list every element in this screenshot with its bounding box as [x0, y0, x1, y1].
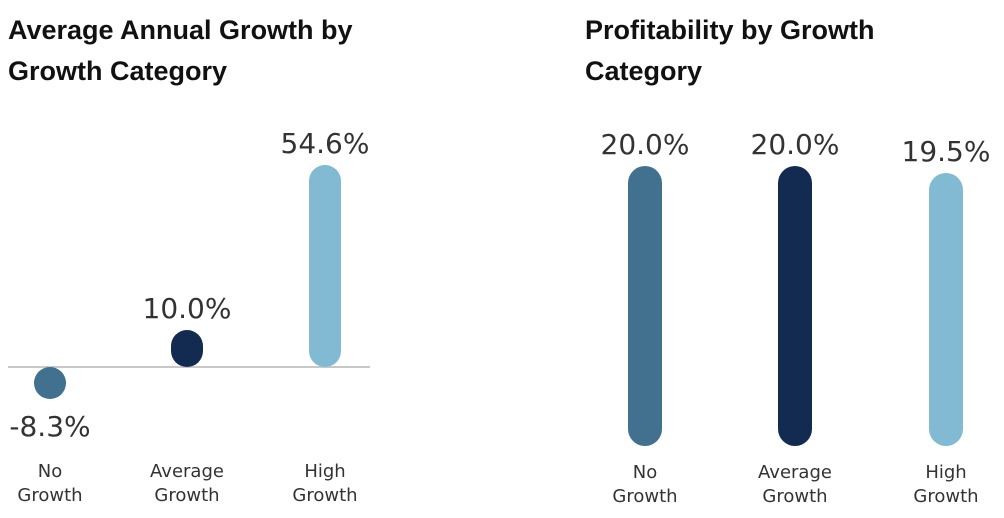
profit-value-label-high-growth: 19.5%	[902, 135, 991, 168]
growth-value-label-average-growth: 10.0%	[143, 292, 232, 325]
profit-category-label-high-growth: High	[925, 462, 966, 483]
profit-category-label-high-growth: Growth	[913, 486, 978, 507]
growth-category-label-no-growth: Growth	[17, 485, 82, 506]
chart-title-average-annual-growth: Average Annual Growth by Growth Category	[8, 15, 353, 86]
growth-bar-no-growth	[34, 367, 66, 399]
profit-bar-no-growth	[628, 166, 662, 446]
growth-category-label-no-growth: No	[38, 461, 62, 482]
growth-category-label-average-growth: Average	[150, 461, 224, 482]
growth-value-label-high-growth: 54.6%	[281, 127, 370, 160]
growth-category-label-high-growth: High	[304, 461, 345, 482]
profit-category-label-average-growth: Average	[758, 462, 832, 483]
profit-bar-high-growth	[929, 173, 963, 446]
chart-title-profitability: Profitability by Growth Category	[585, 15, 875, 86]
profit-category-label-average-growth: Growth	[762, 486, 827, 507]
growth-value-label-no-growth: -8.3%	[9, 410, 90, 443]
profit-category-label-no-growth: Growth	[612, 486, 677, 507]
profit-value-label-no-growth: 20.0%	[601, 128, 690, 161]
growth-bar-high-growth	[309, 164, 341, 367]
growth-category-label-average-growth: Growth	[154, 485, 219, 506]
growth-bar-average-growth	[171, 330, 203, 367]
profit-category-label-no-growth: No	[633, 462, 657, 483]
growth-category-label-high-growth: Growth	[292, 485, 357, 506]
profit-value-label-average-growth: 20.0%	[751, 128, 840, 161]
profit-bar-average-growth	[778, 166, 812, 446]
